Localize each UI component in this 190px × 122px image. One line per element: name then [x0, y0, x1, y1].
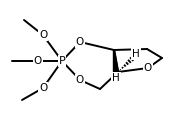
Text: H: H: [132, 49, 140, 59]
Text: O: O: [76, 37, 84, 47]
Text: O: O: [144, 63, 152, 73]
Text: O: O: [39, 83, 47, 93]
Text: O: O: [34, 56, 42, 66]
Text: O: O: [76, 75, 84, 85]
Text: H: H: [112, 73, 120, 83]
Text: O: O: [39, 30, 47, 40]
Text: P: P: [59, 56, 65, 66]
Polygon shape: [113, 50, 119, 72]
